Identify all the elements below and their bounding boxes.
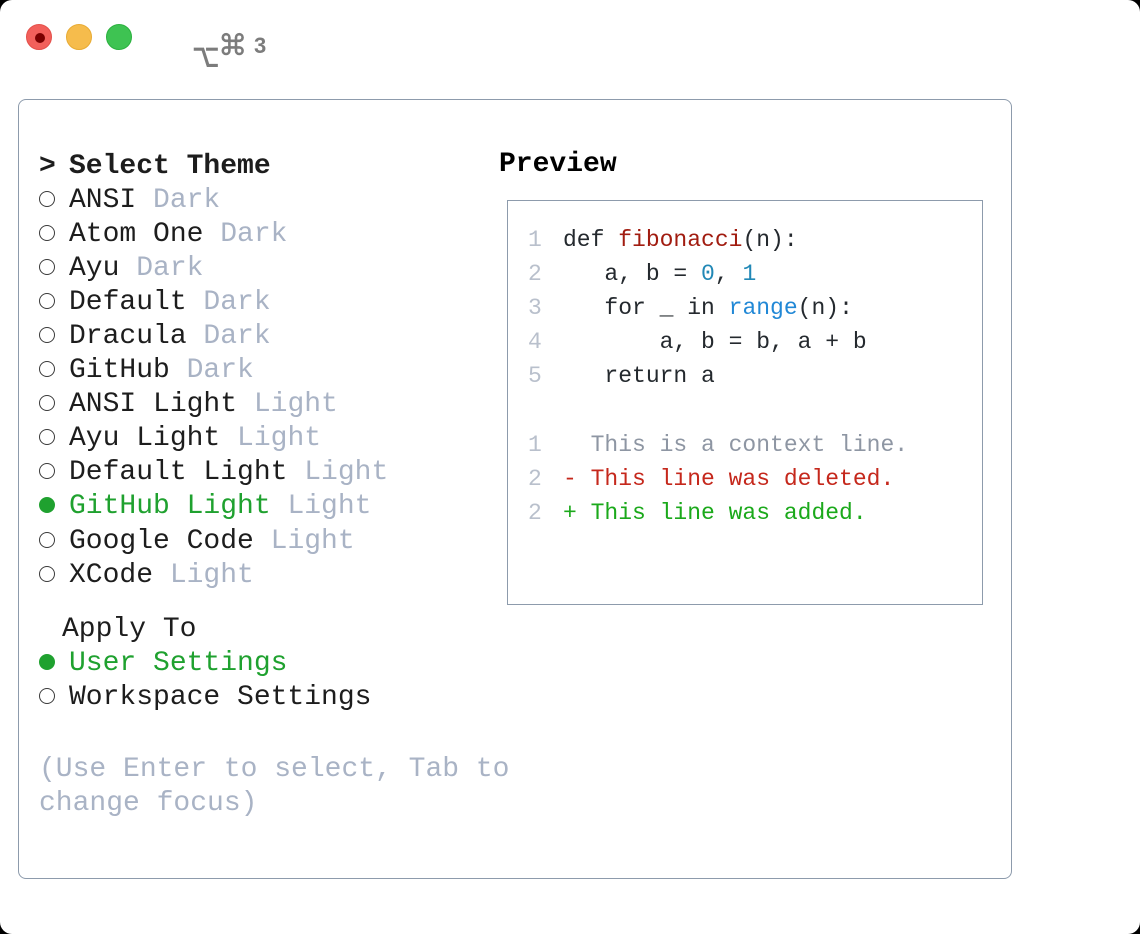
svg-text:3: 3: [254, 33, 266, 58]
